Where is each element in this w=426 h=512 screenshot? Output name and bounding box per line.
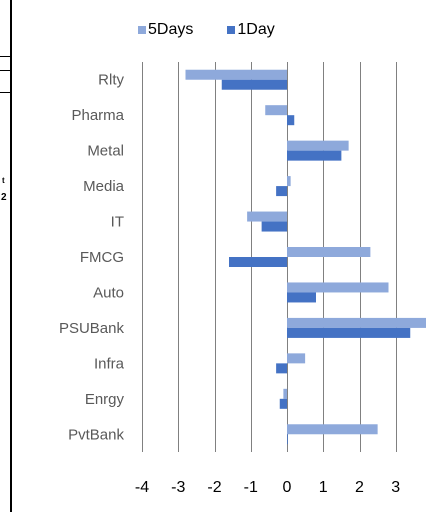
bar-5days-fmcg [287, 247, 371, 257]
bar-5days-pvtbank [287, 424, 378, 435]
category-label-enrgy: Enrgy [85, 391, 125, 408]
legend-label-5days: 5Days [148, 21, 194, 38]
legend-label-1day: 1Day [237, 21, 275, 38]
legend-item-1day: 1Day [227, 21, 275, 39]
x-tick-label: -4 [135, 479, 149, 496]
bar-1day-metal [287, 150, 342, 161]
bar-5days-rlty [185, 69, 287, 80]
legend-swatch-5days [138, 26, 146, 34]
x-tick-label: 2 [355, 479, 364, 496]
category-label-auto: Auto [93, 284, 124, 301]
x-tick-label: 0 [283, 479, 292, 496]
left-border-tick-2 [0, 70, 12, 71]
legend-item-5days: 5Days [138, 21, 193, 39]
bar-5days-it [247, 211, 287, 222]
category-label-pvtbank: PvtBank [68, 426, 124, 443]
x-tick-label: 1 [319, 479, 328, 496]
x-tick-label: -2 [207, 479, 221, 496]
category-label-it: IT [111, 214, 124, 231]
bar-5days-pharma [265, 105, 287, 116]
legend-swatch-1day [227, 26, 236, 34]
category-label-fmcg: FMCG [80, 249, 124, 266]
bar-1day-infra [276, 363, 287, 374]
category-label-metal: Metal [87, 143, 124, 160]
left-border-tick-1 [0, 56, 12, 57]
category-label-psubank: PSUBank [59, 320, 125, 337]
bar-5days-media [287, 176, 291, 187]
bar-1day-pharma [287, 115, 295, 126]
side-fragment-text-2: 2 [1, 192, 7, 203]
bar-1day-rlty [221, 79, 287, 90]
bar-5days-psubank [287, 317, 426, 328]
bar-1day-media [276, 186, 287, 197]
left-border-tick-3 [0, 92, 12, 93]
bar-5days-metal [287, 140, 349, 151]
chart-legend: 5Days 1Day [138, 20, 275, 40]
bar-1day-pvtbank [287, 434, 288, 445]
bar-1day-it [261, 221, 287, 232]
bar-5days-infra [287, 353, 306, 364]
bar-5days-enrgy [283, 388, 287, 399]
left-border [10, 0, 12, 512]
category-label-infra: Infra [94, 355, 125, 372]
bar-1day-enrgy [279, 398, 287, 409]
bar-1day-psubank [287, 327, 411, 338]
bar-5days-auto [287, 282, 389, 293]
category-label-pharma: Pharma [71, 107, 124, 124]
category-label-media: Media [83, 178, 125, 195]
x-tick-label: 3 [391, 479, 400, 496]
bar-1day-fmcg [229, 257, 287, 267]
side-fragment-text-1: t [2, 176, 5, 185]
x-tick-label: -1 [244, 479, 258, 496]
x-tick-label: -3 [171, 479, 185, 496]
bar-1day-auto [287, 292, 316, 303]
category-label-rlty: Rlty [98, 72, 124, 89]
